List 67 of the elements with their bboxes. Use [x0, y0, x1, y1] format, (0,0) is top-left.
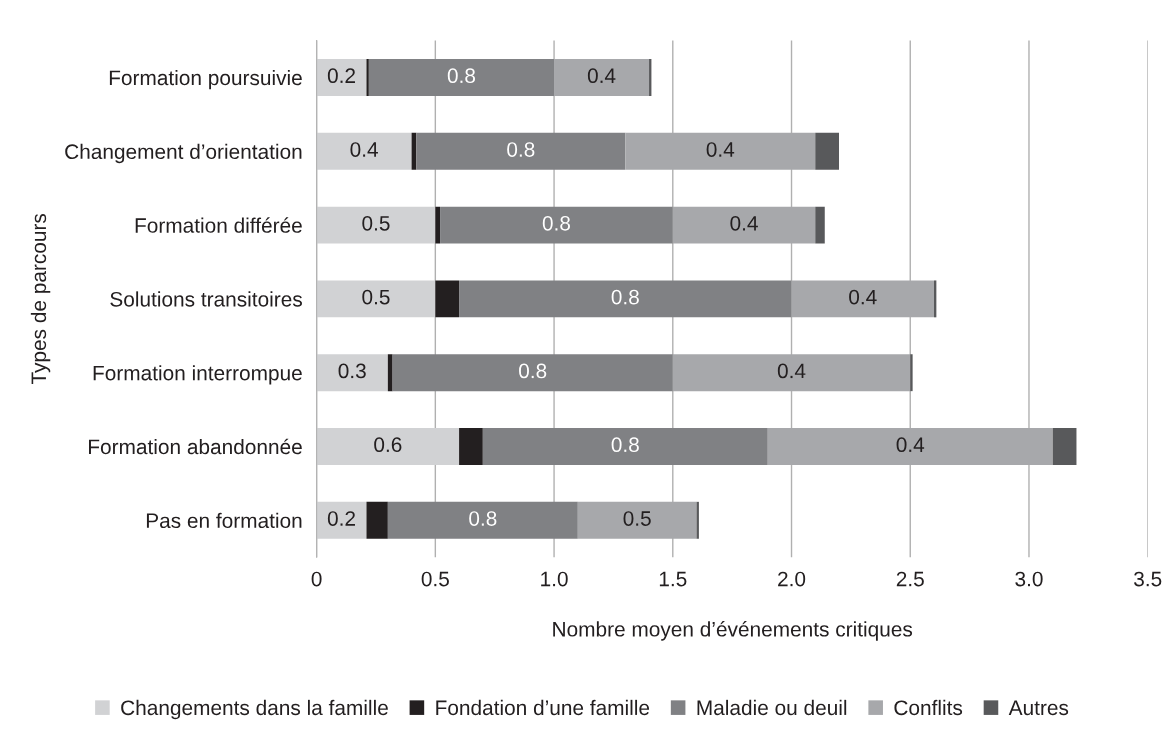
- annotation: 0.8: [469, 511, 497, 526]
- annotation: 0.4: [587, 68, 616, 84]
- bar: [815, 206, 825, 244]
- x-tick-label: 3.0: [1015, 571, 1043, 587]
- bar: [316, 206, 436, 244]
- annotation: 0.4: [730, 215, 758, 231]
- x-axis-title: Nombre moyen d’événements critiques: [553, 621, 913, 641]
- legend-label: Fondation d’une famille: [436, 699, 650, 716]
- data-label: 0.4: [350, 142, 378, 157]
- bar: [316, 428, 460, 465]
- bar: [368, 59, 555, 96]
- data-label: 0.3: [338, 363, 366, 379]
- annotation: 0.8: [542, 215, 571, 231]
- annotation: 0.8: [611, 289, 639, 305]
- bar: [910, 354, 913, 392]
- y-axis-title: Types de parcours: [30, 213, 51, 385]
- bar: [815, 132, 840, 170]
- y-tick-label: Formation différée: [135, 217, 302, 233]
- x-tick-label: 0: [311, 571, 322, 587]
- bar: [435, 280, 460, 318]
- data-label: 0.5: [362, 289, 390, 305]
- annotation: 0.4: [777, 363, 806, 379]
- data-label: 0.2: [327, 511, 355, 526]
- bar: [392, 354, 673, 392]
- y-tick-label: Solutions transitoires: [110, 291, 302, 307]
- bar: [459, 280, 792, 318]
- annotation: 0.8: [507, 142, 535, 157]
- bar: [316, 132, 412, 170]
- data-label: 0.5: [362, 215, 390, 231]
- annotation: 0.8: [611, 437, 639, 453]
- legend-label: Autres: [1008, 700, 1069, 716]
- x-tick-label: 1.0: [541, 571, 568, 587]
- bar: [316, 280, 436, 318]
- x-tick-label: 2.0: [778, 571, 806, 587]
- bar: [387, 501, 578, 539]
- x-tick-label: 3.5: [1134, 571, 1162, 587]
- y-tick-label: Formation interrompue: [93, 365, 302, 385]
- bar: [366, 59, 369, 96]
- legend-label: Maladie ou deuil: [697, 699, 847, 716]
- x-tick-label: 2.5: [896, 571, 924, 587]
- legend-label: Changements dans la famille: [121, 699, 388, 720]
- annotation: 0.5: [623, 511, 651, 526]
- bar: [366, 501, 388, 539]
- bar: [459, 428, 483, 465]
- bar: [482, 428, 768, 465]
- bar: [435, 206, 441, 244]
- bar: [316, 59, 367, 96]
- annotation: 0.4: [896, 437, 925, 453]
- y-tick-label: Formation abandonnée: [89, 438, 302, 455]
- bar: [1052, 428, 1077, 465]
- bar: [316, 501, 367, 539]
- y-tick-label: Changement d’orientation: [65, 143, 302, 164]
- bar: [440, 206, 673, 244]
- data-label: 0.6: [374, 437, 402, 453]
- legend-label: Conflits: [894, 699, 963, 716]
- y-tick-label: Pas en formation: [146, 512, 302, 529]
- annotation: 0.4: [706, 142, 735, 157]
- x-tick-label: 1.5: [659, 571, 687, 587]
- x-tick-label: 0.5: [421, 571, 449, 587]
- data-label: 0.2: [327, 68, 355, 84]
- annotation: 0.4: [849, 289, 877, 305]
- bar: [387, 354, 393, 392]
- bar: [416, 132, 626, 170]
- bar: [316, 354, 388, 392]
- annotation: 0.8: [447, 68, 476, 84]
- annotation: 0.8: [519, 363, 547, 379]
- y-tick-label: Formation poursuivie: [109, 69, 302, 90]
